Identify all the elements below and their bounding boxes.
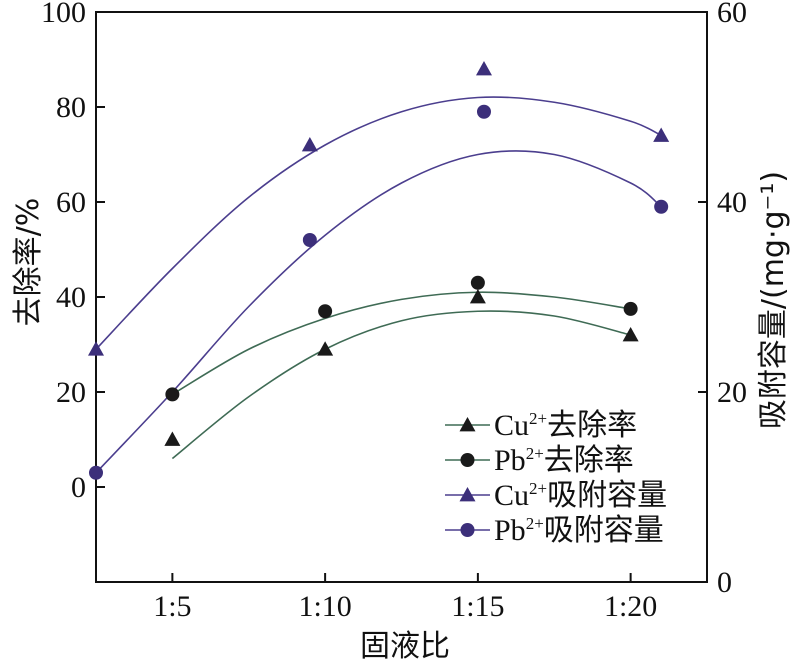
y-right-tick-label: 20 xyxy=(717,376,747,409)
legend-label-charge: 2+ xyxy=(526,514,544,533)
x-tick-label: 1:20 xyxy=(604,590,657,623)
fit-lines xyxy=(95,96,662,474)
data-point-series-1 xyxy=(318,304,333,319)
data-point-series-1 xyxy=(623,301,638,316)
axes: 100 80 60 40 20 0 60 40 20 0 1:5 1:10 1:15 1:20 xyxy=(41,0,747,623)
data-point-series-0 xyxy=(317,341,334,356)
x-axis-title: 固液比 xyxy=(360,629,450,664)
data-point-series-0 xyxy=(164,431,181,446)
legend-marker-3 xyxy=(460,523,475,537)
legend-label-measure: 去除率 xyxy=(547,409,637,442)
y-right-tick-label: 0 xyxy=(717,566,732,599)
data-point-series-3 xyxy=(89,465,103,480)
legend-label-2: Cu2+吸附容量 xyxy=(494,479,667,512)
data-point-series-2 xyxy=(653,127,670,142)
x-tick-label: 1:10 xyxy=(298,590,351,623)
x-tick-label: 1:15 xyxy=(451,590,504,623)
legend-label-0: Cu2+去除率 xyxy=(494,409,637,442)
legend-label-element: Cu xyxy=(494,409,529,442)
data-point-series-1 xyxy=(165,387,180,402)
y-left-tick-label: 60 xyxy=(56,186,86,219)
data-point-series-2 xyxy=(301,137,318,152)
legend-label-element: Pb xyxy=(494,444,526,477)
data-point-series-3 xyxy=(476,104,491,119)
legend-label-element: Cu xyxy=(494,479,529,512)
legend-label-charge: 2+ xyxy=(529,479,547,498)
y-left-tick-label: 80 xyxy=(56,91,86,124)
data-point-series-2 xyxy=(475,61,492,76)
fit-line-series-3 xyxy=(95,150,662,474)
fit-line-series-1 xyxy=(171,291,631,396)
y-left-tick-label: 20 xyxy=(56,376,86,409)
fit-line-series-0 xyxy=(171,310,631,460)
data-point-series-2 xyxy=(88,341,104,356)
legend-marker-0 xyxy=(459,417,476,432)
legend-label-charge: 2+ xyxy=(526,444,544,463)
data-point-series-3 xyxy=(302,233,317,247)
y-left-tick-label: 40 xyxy=(56,281,86,314)
legend-label-3: Pb2+吸附容量 xyxy=(494,514,664,547)
x-tick-label: 1:5 xyxy=(153,590,191,623)
legend-label-element: Pb xyxy=(494,514,526,547)
legend-label-1: Pb2+去除率 xyxy=(494,444,634,477)
y-axis-title-left: 去除率/% xyxy=(11,198,46,327)
y-right-tick-label: 60 xyxy=(717,0,747,29)
y-right-tick-label: 40 xyxy=(717,186,747,219)
data-point-series-1 xyxy=(470,275,485,290)
data-markers xyxy=(88,61,670,480)
legend-marker-2 xyxy=(459,487,476,502)
y-axis-title-right: 吸附容量/(mg·g⁻¹) xyxy=(756,171,791,429)
data-point-series-3 xyxy=(654,199,669,214)
legend-label-measure: 吸附容量 xyxy=(544,514,664,547)
legend-label-measure: 吸附容量 xyxy=(547,479,667,512)
y-left-tick-label: 100 xyxy=(41,0,86,29)
fit-line-series-2 xyxy=(95,96,662,350)
legend-label-charge: 2+ xyxy=(529,409,547,428)
data-point-series-0 xyxy=(622,327,639,342)
y-left-tick-label: 0 xyxy=(71,471,86,504)
legend-label-measure: 去除率 xyxy=(544,444,634,477)
data-point-series-0 xyxy=(469,289,486,304)
legend-marker-1 xyxy=(460,453,475,467)
